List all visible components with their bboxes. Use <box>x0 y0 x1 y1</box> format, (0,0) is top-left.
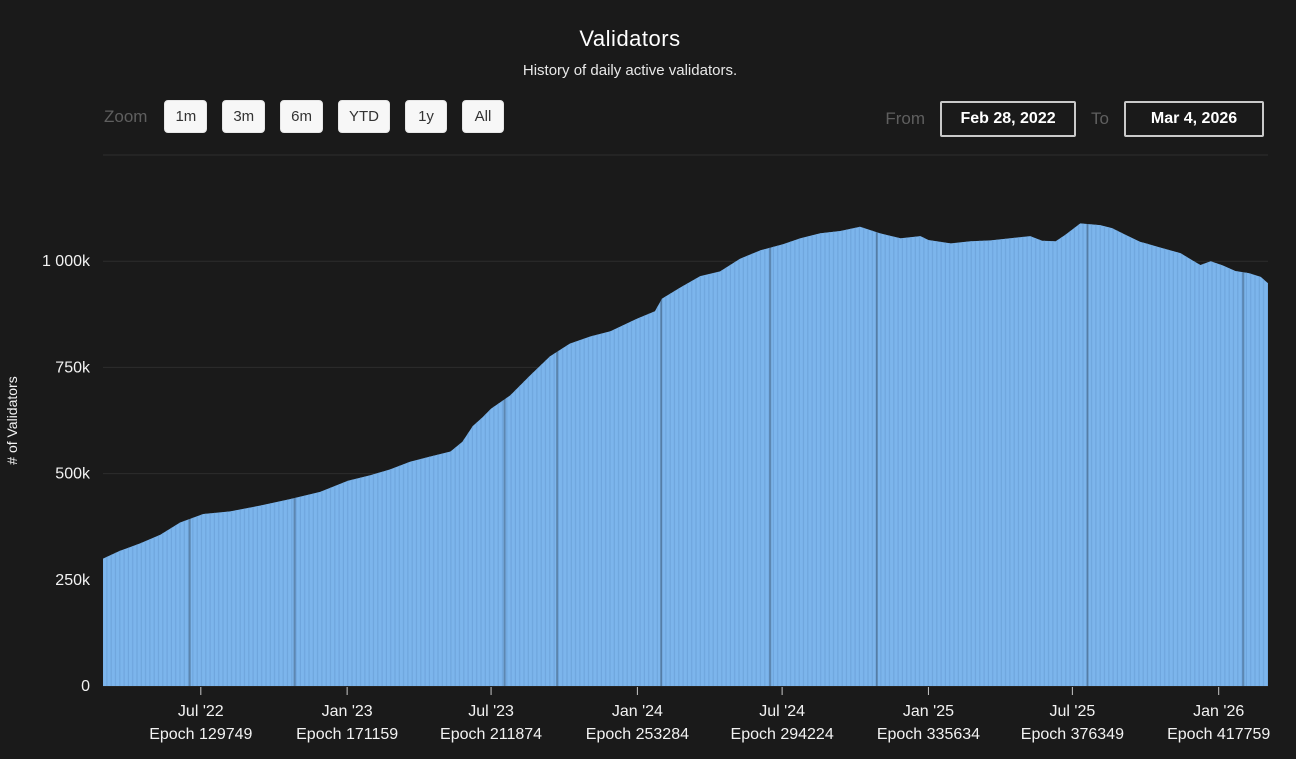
zoom-button-6m[interactable]: 6m <box>280 100 323 133</box>
from-label: From <box>885 109 926 128</box>
x-tick-month-label: Jan '23 <box>322 703 373 720</box>
x-tick-month-label: Jul '23 <box>468 703 514 720</box>
x-tick-epoch-label: Epoch 129749 <box>149 726 252 743</box>
x-tick-month-label: Jan '26 <box>1193 703 1244 720</box>
zoom-button-all[interactable]: All <box>462 100 504 133</box>
x-tick-epoch-label: Epoch 335634 <box>877 726 980 743</box>
page-title: Validators <box>579 26 681 51</box>
data-gap-line <box>293 223 296 686</box>
zoom-button-1y[interactable]: 1y <box>405 100 447 133</box>
data-gap-line <box>1242 223 1245 686</box>
x-tick-epoch-label: Epoch 376349 <box>1021 726 1124 743</box>
zoom-button-1m[interactable]: 1m <box>164 100 208 133</box>
data-gap-line <box>1086 223 1089 686</box>
y-tick-label: 1 000k <box>42 253 91 270</box>
y-tick-label: 0 <box>81 678 90 695</box>
date-range-group: From To <box>885 101 1264 137</box>
x-tick-month-label: Jul '25 <box>1050 703 1096 720</box>
x-tick-epoch-label: Epoch 294224 <box>731 726 834 743</box>
x-tick-epoch-label: Epoch 253284 <box>586 726 689 743</box>
y-axis-title: # of Validators <box>4 376 20 464</box>
data-gap-line <box>769 223 772 686</box>
chart-toolbar: Zoom 1m 3m 6m YTD 1y All From To <box>0 100 1296 140</box>
zoom-label: Zoom <box>104 106 148 126</box>
to-date-input[interactable] <box>1124 101 1264 137</box>
zoom-button-3m[interactable]: 3m <box>222 100 266 133</box>
y-tick-label: 750k <box>55 359 91 376</box>
data-gap-line <box>188 223 191 686</box>
column-stripes-overlay <box>103 223 1268 686</box>
zoom-button-group: Zoom 1m 3m 6m YTD 1y All <box>104 100 504 133</box>
x-tick-month-label: Jan '24 <box>612 703 663 720</box>
x-tick-month-label: Jan '25 <box>903 703 954 720</box>
x-tick-month-label: Jul '22 <box>178 703 224 720</box>
x-tick-epoch-label: Epoch 171159 <box>296 726 398 743</box>
data-gap-line <box>503 223 506 686</box>
data-gap-line <box>556 223 559 686</box>
x-tick-epoch-label: Epoch 211874 <box>440 726 542 743</box>
from-date-input[interactable] <box>940 101 1077 137</box>
x-tick-month-label: Jul '24 <box>759 703 805 720</box>
data-gap-line <box>660 223 663 686</box>
data-gap-line <box>875 223 878 686</box>
zoom-button-ytd[interactable]: YTD <box>338 100 390 133</box>
x-tick-epoch-label: Epoch 417759 <box>1167 726 1270 743</box>
y-tick-label: 500k <box>55 466 91 483</box>
chart-header: Validators History of daily active valid… <box>0 0 1260 79</box>
page-subtitle: History of daily active validators. <box>522 62 738 79</box>
y-tick-label: 250k <box>55 572 91 589</box>
to-label: To <box>1091 109 1109 128</box>
